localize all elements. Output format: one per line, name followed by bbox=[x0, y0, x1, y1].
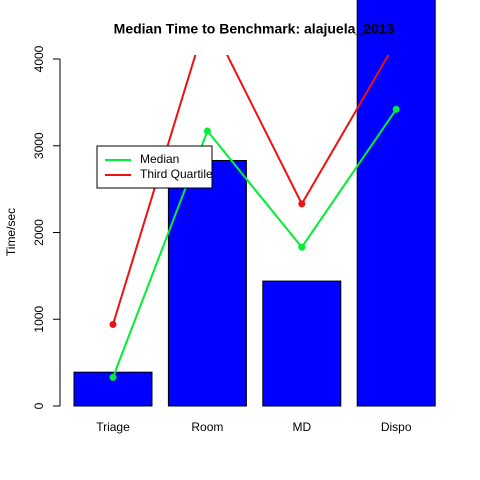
series-point bbox=[298, 243, 306, 251]
x-tick-label: Room bbox=[191, 420, 223, 434]
legend-box bbox=[96, 145, 213, 189]
series-point bbox=[204, 12, 211, 19]
y-tick-label: 4000 bbox=[32, 45, 46, 72]
legend-label: Third Quartile bbox=[140, 167, 213, 181]
chart-title: Median Time to Benchmark: alajuela_2013 bbox=[114, 21, 395, 37]
series-point bbox=[203, 127, 211, 135]
series-point bbox=[109, 373, 117, 381]
bar bbox=[262, 280, 342, 407]
x-tick-label: MD bbox=[292, 420, 311, 434]
axes: 0 1000 2000 3000 4000 Triage Room MD Dispo bbox=[32, 45, 412, 434]
series-line bbox=[112, 108, 398, 378]
x-tick-label: Dispo bbox=[381, 420, 412, 434]
x-tick-label: Triage bbox=[96, 420, 130, 434]
lines bbox=[109, 12, 400, 381]
y-tick-label: 0 bbox=[32, 402, 46, 409]
series-point bbox=[109, 320, 117, 328]
bar bbox=[167, 159, 247, 407]
bars bbox=[73, 0, 436, 407]
y-axis-label: Time/sec bbox=[4, 208, 18, 256]
legend-label: Median bbox=[140, 152, 179, 166]
y-tick-label: 2000 bbox=[32, 219, 46, 246]
bar bbox=[356, 0, 436, 407]
y-tick-label: 1000 bbox=[32, 306, 46, 333]
series-point bbox=[298, 200, 306, 208]
y-tick-label: 3000 bbox=[32, 132, 46, 159]
series-point bbox=[392, 105, 400, 113]
